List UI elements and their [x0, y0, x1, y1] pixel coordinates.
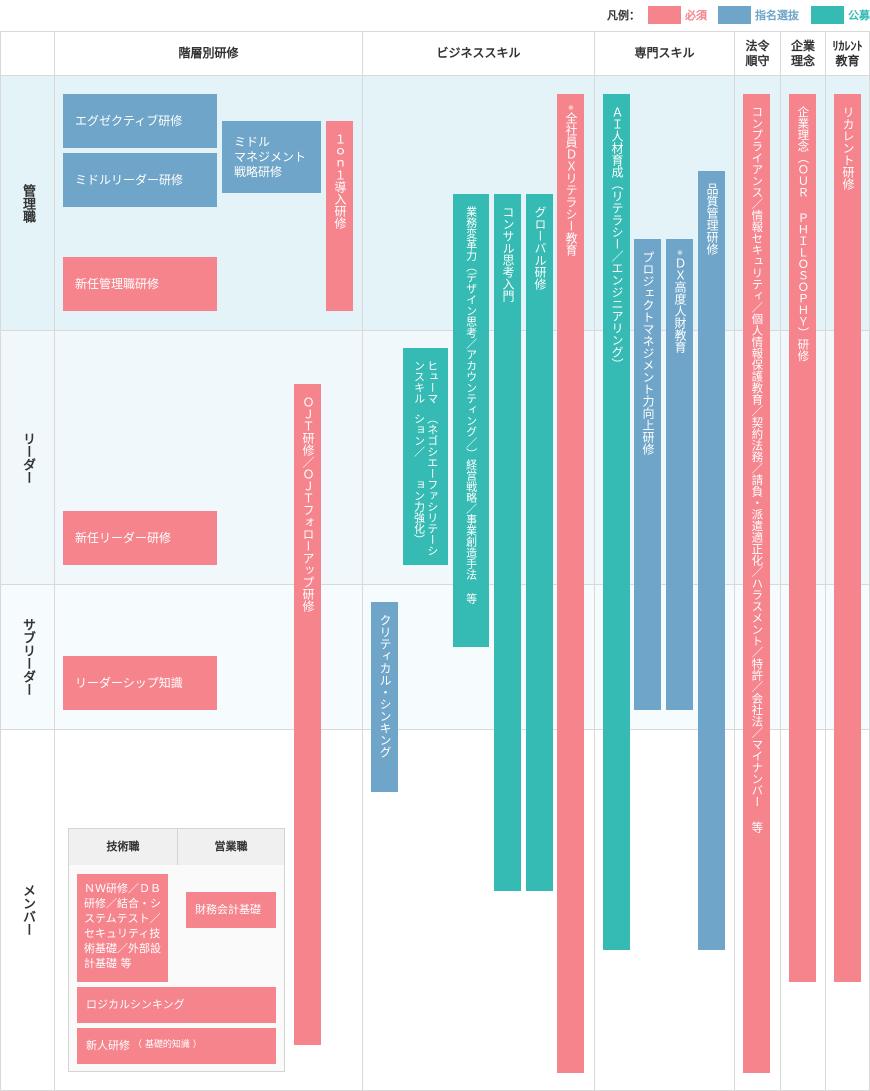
grid-line — [0, 584, 870, 585]
grid-line — [780, 31, 781, 1091]
program-compliance[interactable]: コンプライアンス／情報セキュリティ／個人情報保護教育／契約法務／請負・派遣適正化… — [743, 94, 770, 1073]
row-label-leader: リーダー — [20, 431, 35, 484]
program-tech-basics[interactable]: ＮＷ研修／ＤＢ 研修／結合・シ ステムテスト／ セキュリティ技 術基礎／外部設 … — [77, 874, 168, 982]
legend-item-open: 公募 — [811, 6, 870, 24]
grid-line — [825, 31, 826, 1091]
sales-job-header: 営業職 — [214, 840, 248, 854]
legend-title: 凡例： — [607, 9, 640, 22]
grid-line — [362, 31, 363, 1091]
program-new-manager[interactable]: 新任管理職研修 — [63, 257, 217, 311]
program-quality-management[interactable]: 品質管理研修 — [698, 171, 725, 950]
grid-line — [0, 75, 870, 76]
program-accounting[interactable]: 財務会計基礎 — [186, 892, 276, 928]
program-one-on-one[interactable]: １ｏｎ１導入研修 — [326, 121, 353, 311]
program-newcomer-note: （ 基礎的知識 ） — [133, 1040, 202, 1051]
legend-swatch-open — [811, 6, 844, 24]
member-section-header — [69, 829, 284, 865]
row-label-member: メンバー — [20, 884, 35, 936]
tech-job-header: 技術職 — [106, 840, 140, 854]
legend-label-required: 必須 — [685, 9, 707, 22]
column-header-compliance: 法令 順守 — [745, 39, 770, 68]
program-dx-advanced[interactable]: ※ ＤＸ高度人財教育 — [666, 239, 693, 710]
program-project-management[interactable]: プロジェクトマネジメント力向上研修 — [634, 239, 661, 710]
row-label-manager: 管理職 — [20, 183, 35, 223]
program-human-skill-line2: （ネゴシエーション／ — [412, 412, 439, 479]
program-logical-thinking[interactable]: ロジカルシンキング — [77, 987, 276, 1023]
column-header-recurrent: ﾘｶﾚﾝﾄ 教育 — [832, 39, 863, 68]
program-human-skill-line1: ヒューマンスキル — [412, 360, 439, 404]
legend-item-required: 必須 — [648, 6, 707, 24]
legend-swatch-nominated — [718, 6, 751, 24]
program-ojt[interactable]: ＯＪＴ研修／ＯＪＴフォローアップ研修 — [294, 384, 321, 1045]
grid-line — [0, 330, 870, 331]
program-dx-literacy-label: 全社員ＤＸリテラシー教育 — [564, 112, 578, 256]
grid-line — [0, 729, 870, 730]
program-leadership-knowledge[interactable]: リーダーシップ知識 — [63, 656, 217, 710]
legend-label-open: 公募 — [848, 9, 870, 22]
program-dx-advanced-label: ＤＸ高度人財教育 — [673, 257, 687, 353]
program-global[interactable]: グローバル研修 — [526, 194, 553, 891]
program-dx-advanced-mark: ※ — [675, 249, 684, 257]
grid-line — [734, 31, 735, 1091]
program-consulting-thinking[interactable]: コンサル思考入門 — [494, 194, 521, 891]
program-newcomer[interactable]: 新人研修 （ 基礎的知識 ） — [77, 1028, 276, 1064]
program-newcomer-label: 新人研修 — [86, 1039, 130, 1053]
program-business-reform-line2: 経営戦略／事業創造手法 等 — [464, 459, 478, 604]
column-header-business: ビジネススキル — [436, 46, 521, 61]
program-executive[interactable]: エグゼクティブ研修 — [63, 94, 217, 148]
row-label-subleader: サブリーダー — [20, 618, 35, 696]
legend-label-nominated: 指名選抜 — [755, 9, 799, 22]
grid-line — [54, 31, 55, 1091]
legend-item-nominated: 指名選抜 — [718, 6, 799, 24]
program-recurrent[interactable]: リカレント研修 — [834, 94, 861, 982]
program-philosophy[interactable]: 企業理念（ＯＵＲ ＰＨＩＬＯＳＯＰＨＹ）研修 — [789, 94, 816, 982]
program-dx-literacy[interactable]: ※ 全社員ＤＸリテラシー教育 — [557, 94, 584, 1073]
program-human-skill[interactable]: ヒューマンスキル （ネゴシエーション／ ファシリテーション力強化） — [403, 348, 448, 565]
program-middle-leader[interactable]: ミドルリーダー研修 — [63, 153, 217, 207]
program-human-skill-line3: ファシリテーション力強化） — [412, 479, 439, 557]
program-dx-literacy-mark: ※ — [566, 104, 575, 112]
program-critical-thinking[interactable]: クリティカル・シンキング — [371, 602, 398, 792]
program-new-leader[interactable]: 新任リーダー研修 — [63, 511, 217, 565]
column-header-tiered: 階層別研修 — [178, 46, 239, 61]
program-business-reform[interactable]: 業務変革力（デザイン思考／アカウンティング／） 経営戦略／事業創造手法 等 — [453, 194, 489, 647]
legend: 凡例： 必須 指名選抜 公募 — [600, 6, 870, 26]
grid-line — [594, 31, 595, 1091]
column-header-philosophy: 企業 理念 — [790, 39, 815, 68]
legend-swatch-required — [648, 6, 681, 24]
member-section-divider — [177, 829, 178, 865]
column-header-specialist: 専門スキル — [634, 46, 695, 61]
program-ai-talent[interactable]: ＡＩ人材育成（リテラシー／エンジニアリング） — [603, 94, 630, 950]
program-business-reform-line1: 業務変革力（デザイン思考／アカウンティング／） — [464, 206, 478, 459]
program-middle-management[interactable]: ミドル マネジメント 戦略研修 — [222, 121, 321, 193]
